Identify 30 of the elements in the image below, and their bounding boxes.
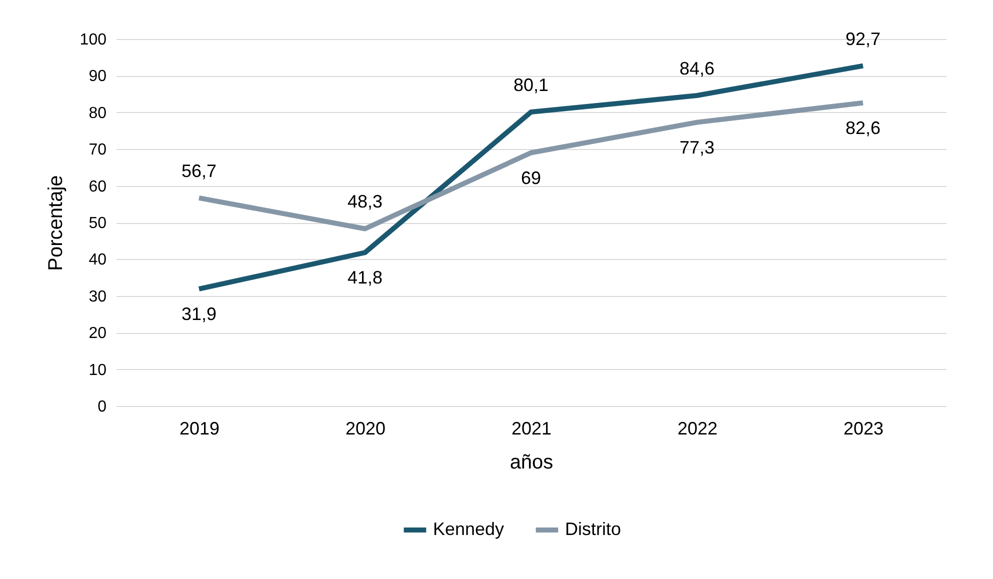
x-tick-label: 2022 bbox=[677, 418, 718, 438]
x-tick-label: 2023 bbox=[843, 418, 884, 438]
y-tick-label: 0 bbox=[98, 398, 107, 416]
y-tick-label: 30 bbox=[88, 288, 107, 306]
y-tick-label: 10 bbox=[88, 362, 107, 379]
legend-label: Distrito bbox=[565, 519, 622, 539]
x-tick-label: 2021 bbox=[511, 418, 552, 438]
x-axis-title: años bbox=[510, 452, 554, 474]
y-axis-title: Porcentaje bbox=[44, 175, 67, 271]
x-tick-label: 2020 bbox=[345, 418, 386, 438]
legend-label: Kennedy bbox=[433, 519, 504, 539]
data-label: 92,7 bbox=[845, 28, 881, 49]
data-label: 84,6 bbox=[679, 58, 715, 79]
data-label: 69 bbox=[520, 168, 542, 188]
data-label: 41,8 bbox=[347, 268, 383, 288]
y-tick-label: 80 bbox=[88, 104, 107, 122]
y-tick-label: 50 bbox=[88, 215, 107, 232]
y-tick-label: 90 bbox=[88, 68, 107, 86]
data-label: 80,1 bbox=[513, 75, 549, 96]
y-tick-label: 70 bbox=[88, 142, 107, 159]
data-label: 48,3 bbox=[347, 192, 383, 212]
y-tick-label: 20 bbox=[88, 325, 107, 342]
data-label: 31,9 bbox=[181, 304, 217, 324]
y-tick-label: 40 bbox=[88, 252, 107, 269]
y-tick-label: 100 bbox=[80, 32, 107, 48]
data-label: 56,7 bbox=[181, 160, 217, 181]
y-tick-label: 60 bbox=[88, 178, 107, 196]
data-label: 77,3 bbox=[679, 137, 715, 158]
data-label: 82,6 bbox=[845, 118, 881, 138]
x-tick-label: 2019 bbox=[179, 418, 220, 438]
